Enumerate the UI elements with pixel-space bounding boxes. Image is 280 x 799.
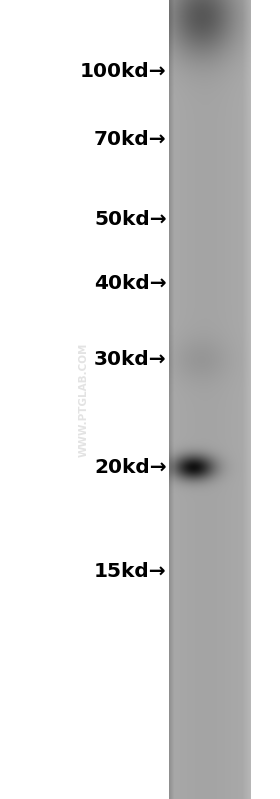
Text: 100kd→: 100kd→ [80,62,167,81]
Text: 40kd→: 40kd→ [94,274,167,293]
Text: 70kd→: 70kd→ [94,130,167,149]
Text: 20kd→: 20kd→ [94,458,167,477]
Text: WWW.PTGLAB.COM: WWW.PTGLAB.COM [79,342,89,457]
Text: 15kd→: 15kd→ [94,562,167,581]
Text: 50kd→: 50kd→ [94,210,167,229]
Text: 30kd→: 30kd→ [94,350,167,369]
